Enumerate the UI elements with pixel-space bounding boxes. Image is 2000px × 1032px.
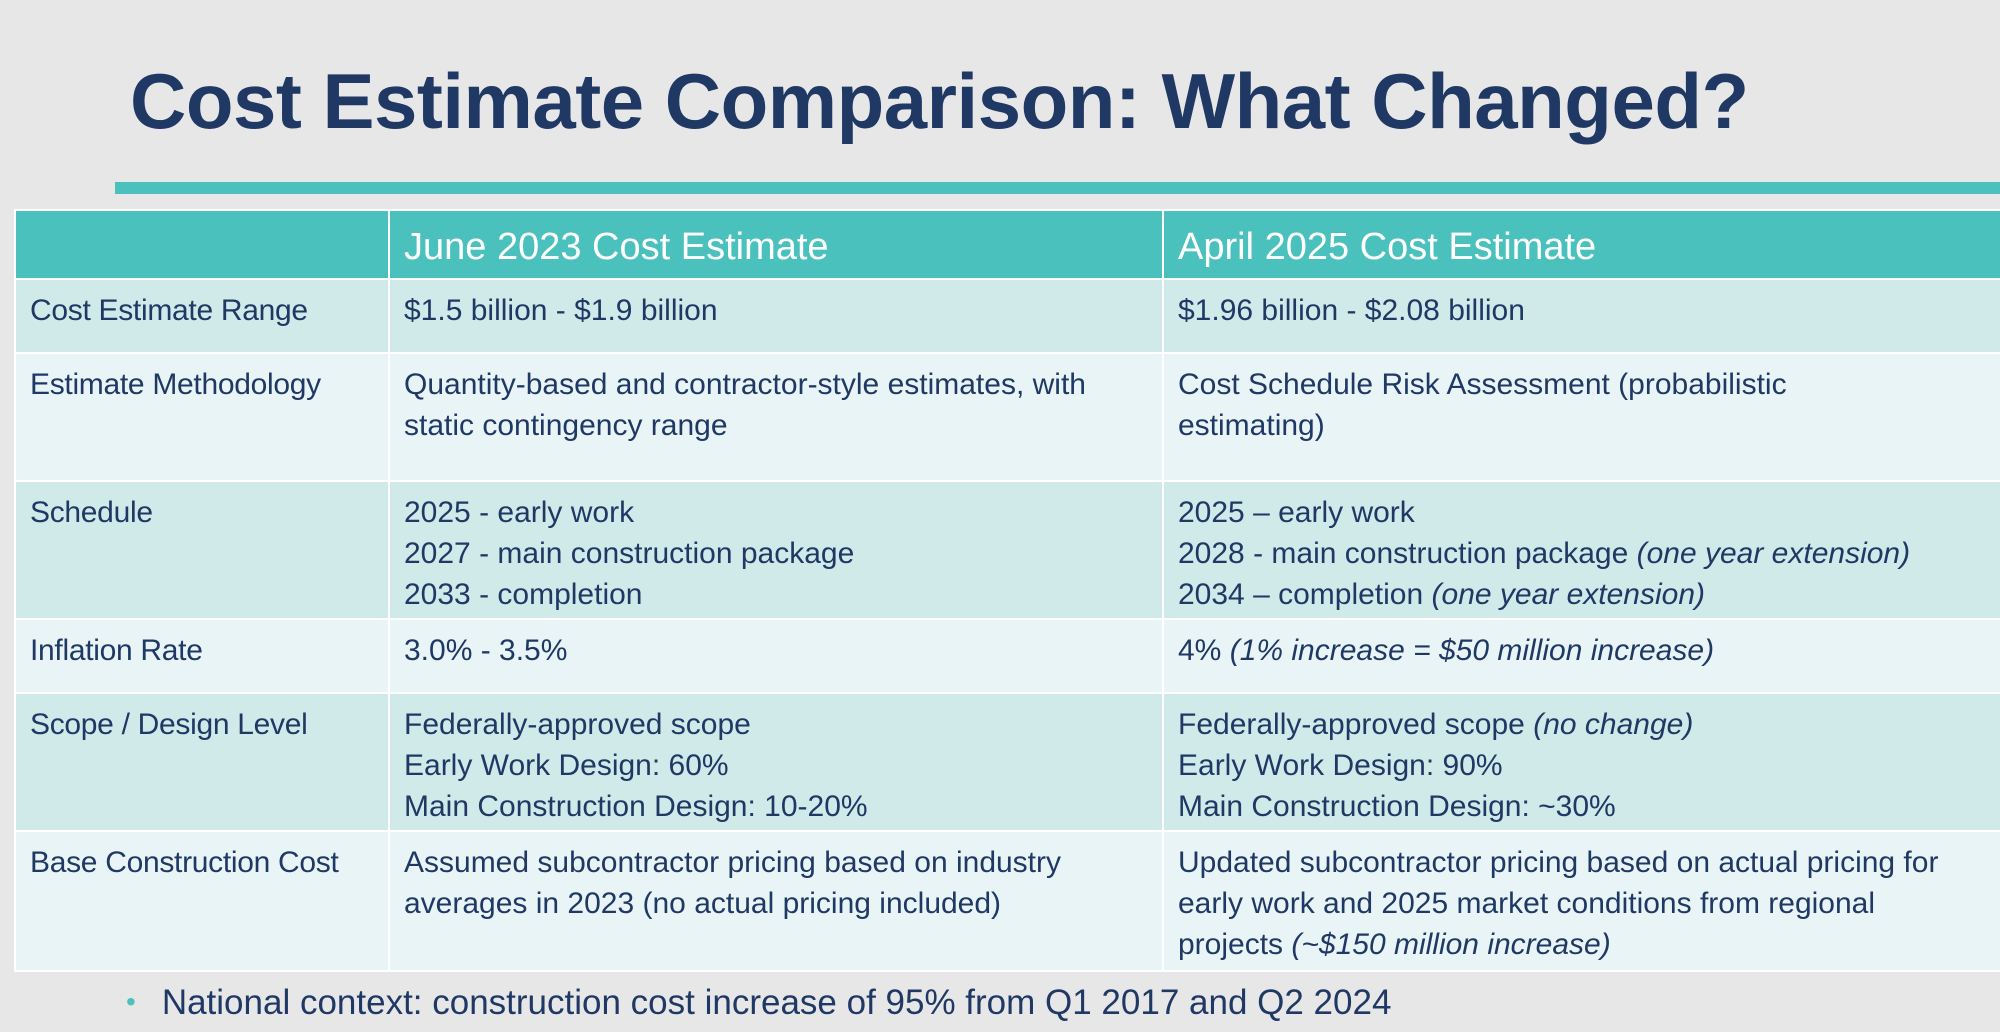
cell-text: Cost Schedule Risk Assessment (probabili… <box>1178 368 1787 442</box>
bullet-dot-icon: • <box>126 986 136 1017</box>
cell-text: Assumed subcontractor pricing based on i… <box>404 846 1062 920</box>
header-june-2023: June 2023 Cost Estimate <box>388 209 1164 280</box>
cell-note: (no change) <box>1533 708 1694 741</box>
row-label: Estimate Methodology <box>14 352 390 482</box>
cell-text: 2034 – completion <box>1178 578 1432 611</box>
cell-text: Federally-approved scope <box>1178 708 1534 741</box>
cell-text: Early Work Design: 60% <box>404 749 729 782</box>
cell-text: 4% <box>1178 634 1230 667</box>
cell-text: 3.0% - 3.5% <box>404 634 568 667</box>
april-cell: Federally-approved scope (no change) Ear… <box>1162 692 2000 832</box>
cell-text: 2028 - main construction package <box>1178 537 1637 570</box>
cell-text: 2025 – early work <box>1178 496 1415 529</box>
cell-note: (1% increase = $50 million increase) <box>1229 634 1715 667</box>
june-cell: Quantity-based and contractor-style esti… <box>388 352 1164 482</box>
june-cell: Assumed subcontractor pricing based on i… <box>388 830 1164 972</box>
june-cell: 3.0% - 3.5% <box>388 618 1164 694</box>
row-label: Cost Estimate Range <box>14 278 390 354</box>
comparison-table: June 2023 Cost Estimate April 2025 Cost … <box>14 209 2000 972</box>
june-cell: Federally-approved scope Early Work Desi… <box>388 692 1164 832</box>
cell-text: $1.5 billion - $1.9 billion <box>404 294 718 327</box>
cell-text: Early Work Design: 90% <box>1178 749 1503 782</box>
table-row: Base Construction Cost Assumed subcontra… <box>14 830 2000 972</box>
table-row: Schedule 2025 - early work 2027 - main c… <box>14 480 2000 620</box>
cell-note: (~$150 million increase) <box>1291 928 1611 961</box>
june-cell: $1.5 billion - $1.9 billion <box>388 278 1164 354</box>
table-header-row: June 2023 Cost Estimate April 2025 Cost … <box>14 209 2000 280</box>
cell-text: Main Construction Design: ~30% <box>1178 790 1616 823</box>
header-blank-cell <box>14 209 390 280</box>
cell-text: 2033 - completion <box>404 578 643 611</box>
cell-text: Quantity-based and contractor-style esti… <box>404 368 1086 442</box>
context-bullet: • National context: construction cost inc… <box>126 981 1391 1027</box>
april-cell: Updated subcontractor pricing based on a… <box>1162 830 2000 972</box>
page-title: Cost Estimate Comparison: What Changed? <box>130 57 1749 145</box>
cell-text: Main Construction Design: 10-20% <box>404 790 868 823</box>
row-label: Base Construction Cost <box>14 830 390 972</box>
cell-text: Updated subcontractor pricing based on a… <box>1178 846 1939 961</box>
april-cell: $1.96 billion - $2.08 billion <box>1162 278 2000 354</box>
row-label: Inflation Rate <box>14 618 390 694</box>
cell-text: 2025 - early work <box>404 496 635 529</box>
row-label: Schedule <box>14 480 390 620</box>
table-row: Estimate Methodology Quantity-based and … <box>14 352 2000 482</box>
june-cell: 2025 - early work 2027 - main constructi… <box>388 480 1164 620</box>
cell-note: (one year extension) <box>1636 537 1911 570</box>
april-cell: 4% (1% increase = $50 million increase) <box>1162 618 2000 694</box>
april-cell: 2025 – early work 2028 - main constructi… <box>1162 480 2000 620</box>
header-april-2025: April 2025 Cost Estimate <box>1162 209 2000 280</box>
bullet-text: National context: construction cost incr… <box>161 983 1392 1022</box>
april-cell: Cost Schedule Risk Assessment (probabili… <box>1162 352 2000 482</box>
cell-note: (one year extension) <box>1431 578 1706 611</box>
cell-text: Federally-approved scope <box>404 708 751 741</box>
table-row: Inflation Rate 3.0% - 3.5% 4% (1% increa… <box>14 618 2000 694</box>
row-label: Scope / Design Level <box>14 692 390 832</box>
cell-text: 2027 - main construction package <box>404 537 855 570</box>
cell-text: $1.96 billion - $2.08 billion <box>1178 294 1525 327</box>
table-row: Cost Estimate Range $1.5 billion - $1.9 … <box>14 278 2000 354</box>
title-underline <box>115 182 2000 194</box>
table-row: Scope / Design Level Federally-approved … <box>14 692 2000 832</box>
